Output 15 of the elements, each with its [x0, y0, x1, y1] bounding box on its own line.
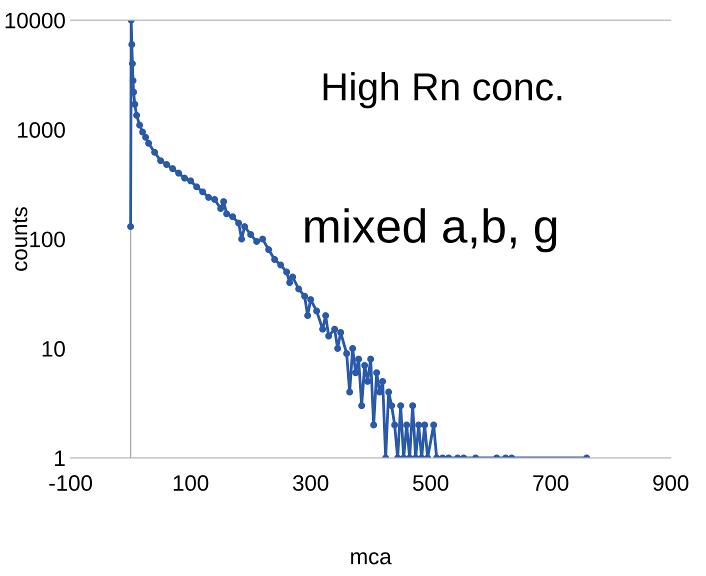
y-tick-label: 10000	[6, 12, 65, 28]
x-tick-label: 900	[653, 475, 688, 491]
x-tick-label: 700	[533, 475, 568, 491]
annotation: High Rn conc.	[324, 72, 562, 108]
x-tick-label: 100	[174, 475, 208, 491]
x-tick-label: 300	[292, 475, 328, 491]
y-tick-label: 1	[55, 450, 65, 466]
y-tick-label: 100	[30, 232, 65, 248]
x-axis-title: mca	[351, 552, 392, 564]
y-tick-label: 10	[42, 341, 65, 357]
x-tick-label: -100	[49, 475, 92, 491]
x-tick-label: 500	[413, 475, 448, 491]
y-tick-label: 1000	[18, 122, 65, 138]
y-axis-title: counts	[12, 207, 28, 271]
annotation: mixed a,b, g	[305, 208, 556, 252]
